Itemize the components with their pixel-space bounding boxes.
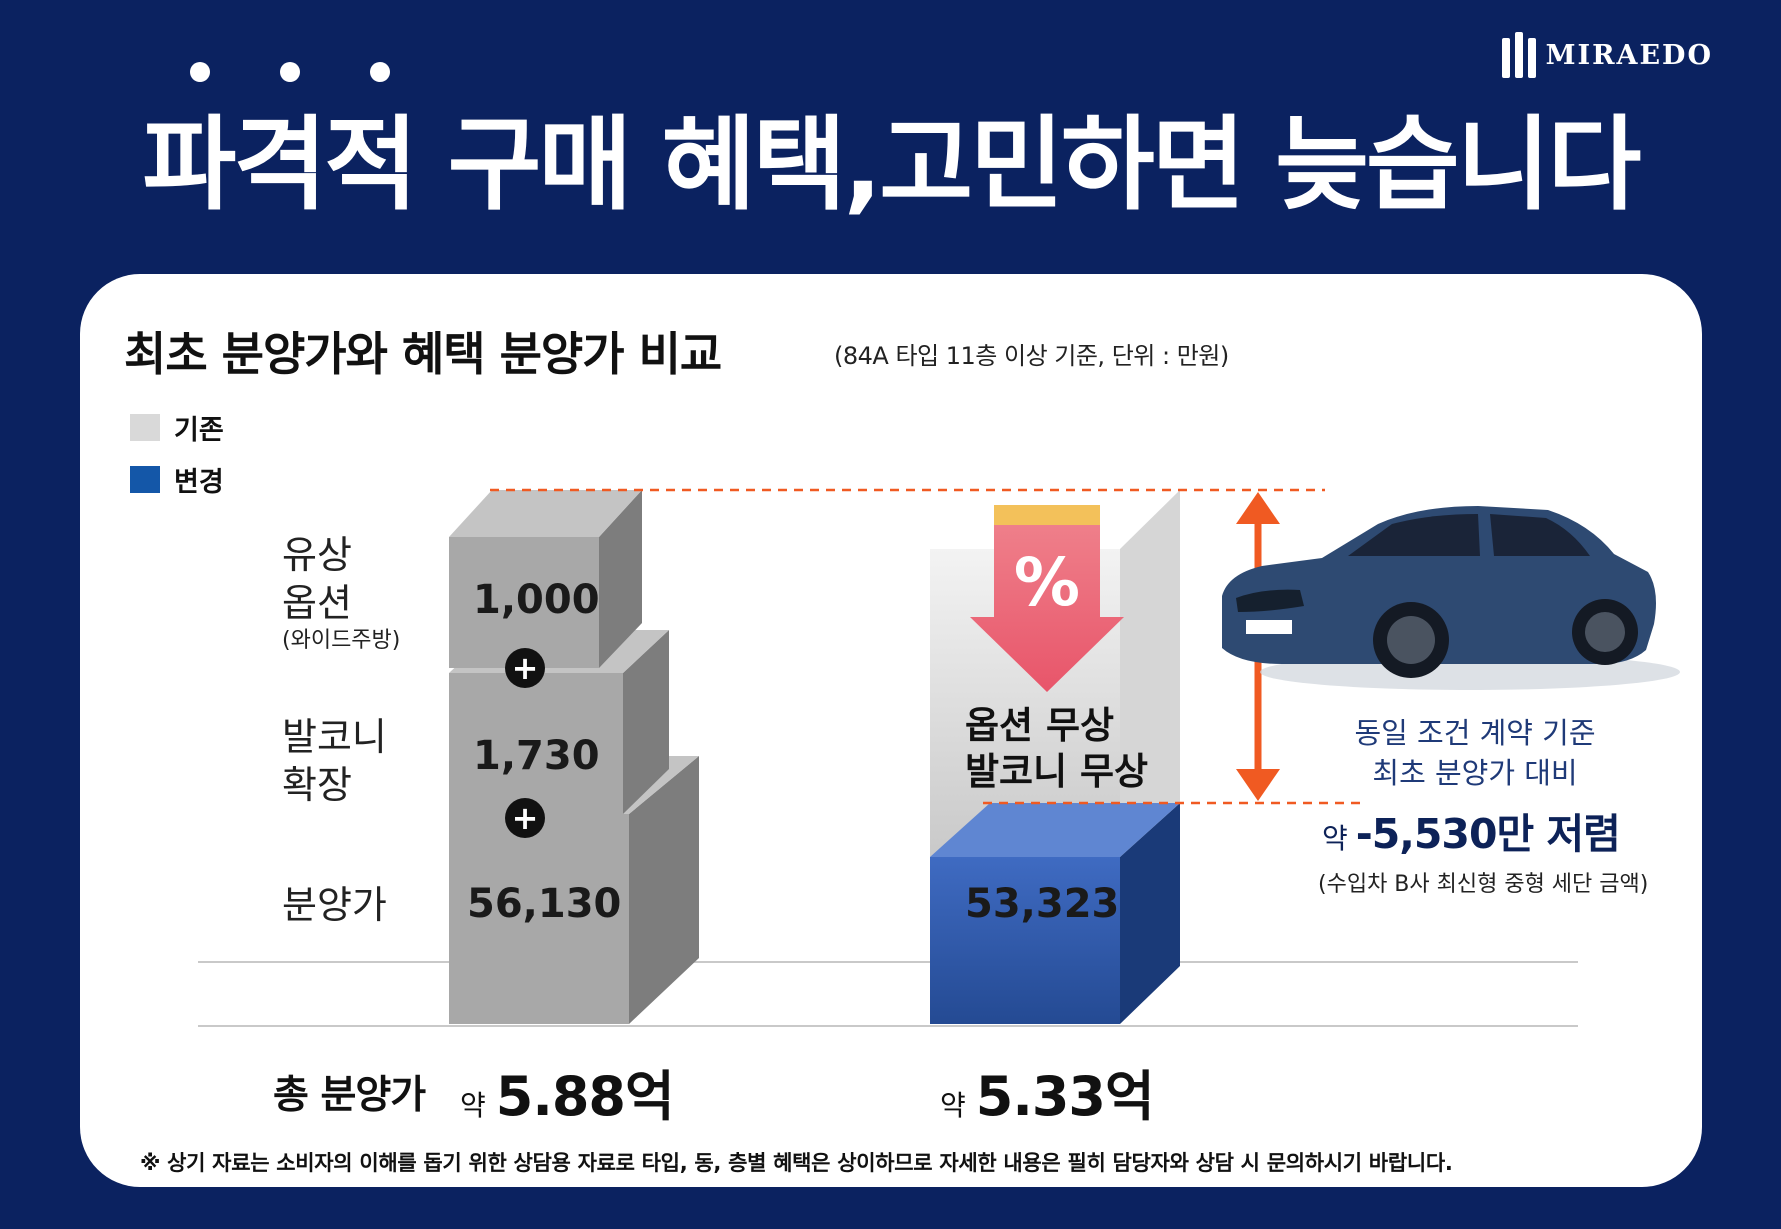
saving-amount-row: 약 -5,530만 저렴 (1322, 800, 1621, 860)
discount-arrow-icon: % (970, 505, 1124, 692)
label-option-value: 1,000 (473, 577, 600, 623)
row-label-balcony: 발코니 확장 (282, 715, 387, 807)
row-label-price: 분양가 (282, 883, 387, 927)
label-balcony-value: 1,730 (473, 733, 600, 779)
panel-subtitle: (84A 타입 11층 이상 기준, 단위 : 만원) (834, 342, 1229, 370)
brand-mark-icon (1501, 32, 1536, 78)
dot-icon (370, 62, 390, 82)
brand-name: MIRAEDO (1545, 39, 1713, 71)
brand-logo: MIRAEDO (1501, 32, 1713, 78)
headline: 파격적 구매 혜택,고민하면 늦습니다 (142, 106, 1642, 225)
benefit-text: 옵션 무상 발코니 무상 (965, 704, 1149, 793)
legend-item-original: 기존 (130, 408, 224, 447)
total-prefix: 약 (460, 1089, 486, 1122)
legend-label: 기존 (174, 415, 224, 446)
comparison-panel (80, 274, 1702, 1187)
saving-amount: -5,530만 저렴 (1355, 810, 1621, 858)
svg-text:%: % (1014, 544, 1080, 621)
bar-changed-price (930, 803, 1180, 1024)
plus-icon: + (505, 648, 545, 688)
total-discounted: 약 5.33억 (940, 1052, 1155, 1131)
saving-prefix: 약 (1322, 822, 1348, 855)
dot-icon (190, 62, 210, 82)
car-icon (1222, 506, 1680, 690)
total-discounted-value: 5.33억 (975, 1065, 1155, 1128)
footnote: ※ 상기 자료는 소비자의 이해를 돕기 위한 상담용 자료로 타입, 동, 층… (140, 1151, 1453, 1175)
total-original-value: 5.88억 (495, 1065, 675, 1128)
total-original: 약 5.88억 (460, 1052, 675, 1131)
decorative-dots (190, 62, 390, 82)
label-changed-value: 53,323 (965, 881, 1120, 927)
label-price-value: 56,130 (467, 881, 622, 927)
legend-swatch (130, 466, 160, 493)
dot-icon (280, 62, 300, 82)
bar-original-option (449, 490, 642, 668)
saving-condition: 동일 조건 계약 기준 최초 분양가 대비 (1354, 716, 1596, 790)
row-label-option-note: (와이드주방) (282, 628, 401, 653)
legend-label: 변경 (174, 467, 224, 498)
panel-title: 최초 분양가와 혜택 분양가 비교 (124, 327, 722, 381)
total-label: 총 분양가 (273, 1073, 426, 1118)
saving-note: (수입차 B사 최신형 중형 세단 금액) (1318, 872, 1649, 897)
total-prefix: 약 (940, 1089, 966, 1122)
plus-icon: + (505, 798, 545, 838)
legend-swatch (130, 414, 160, 441)
legend-item-changed: 변경 (130, 460, 224, 499)
row-label-option-text: 유상 옵션 (282, 533, 352, 625)
row-label-option: 유상 옵션 (와이드주방) (282, 532, 400, 655)
